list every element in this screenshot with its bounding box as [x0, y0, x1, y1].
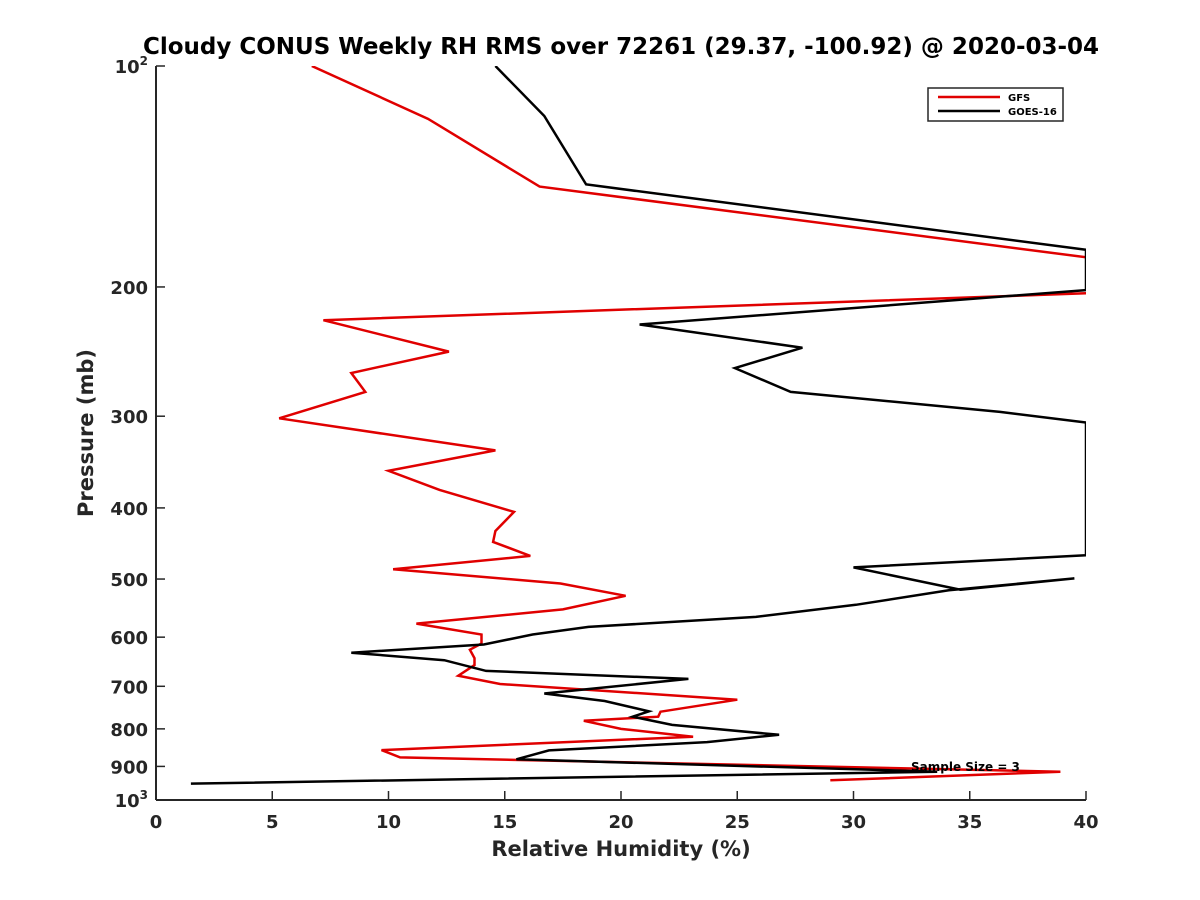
y-tick-label: 800 — [110, 720, 148, 741]
x-tick-label: 10 — [376, 812, 401, 833]
x-ticks: 0 5 10 15 20 25 30 35 40 — [150, 791, 1099, 833]
legend: GFS GOES-16 — [927, 87, 1064, 122]
x-tick-label: 40 — [1073, 812, 1098, 833]
series-line-gfs — [278, 66, 1086, 782]
x-axis-label: Relative Humidity (%) — [491, 837, 750, 861]
chart-title: Cloudy CONUS Weekly RH RMS over 72261 (2… — [143, 34, 1099, 60]
sample-size-annotation: Sample Size = 3 — [911, 760, 1020, 774]
legend-label-goes16: GOES-16 — [1008, 107, 1057, 118]
legend-label-gfs: GFS — [1008, 93, 1030, 104]
y-tick-label: 600 — [110, 628, 148, 649]
x-tick-label: 0 — [150, 812, 163, 833]
x-tick-label: 25 — [725, 812, 750, 833]
y-ticks: 102 200 300 400 500 600 700 800 900 103 — [110, 54, 165, 812]
x-tick-label: 5 — [266, 812, 279, 833]
legend-box — [927, 87, 1064, 122]
y-axis-label: Pressure (mb) — [74, 349, 98, 517]
y-tick-label: 300 — [110, 407, 148, 428]
y-tick-label: 200 — [110, 278, 148, 299]
series-line-goes16 — [190, 66, 1086, 785]
x-tick-label: 35 — [957, 812, 982, 833]
y-tick-label: 700 — [110, 677, 148, 698]
y-tick-label: 900 — [110, 757, 148, 778]
x-tick-label: 15 — [492, 812, 517, 833]
y-tick-label: 102 — [115, 54, 148, 78]
y-tick-label: 500 — [110, 570, 148, 591]
plot-area: 0 5 10 15 20 25 30 35 40 102 200 300 400 500 600 700 80… — [110, 54, 1099, 833]
x-tick-label: 20 — [608, 812, 633, 833]
y-tick-label: 400 — [110, 499, 148, 520]
x-tick-label: 30 — [841, 812, 866, 833]
y-tick-label: 103 — [115, 788, 148, 812]
